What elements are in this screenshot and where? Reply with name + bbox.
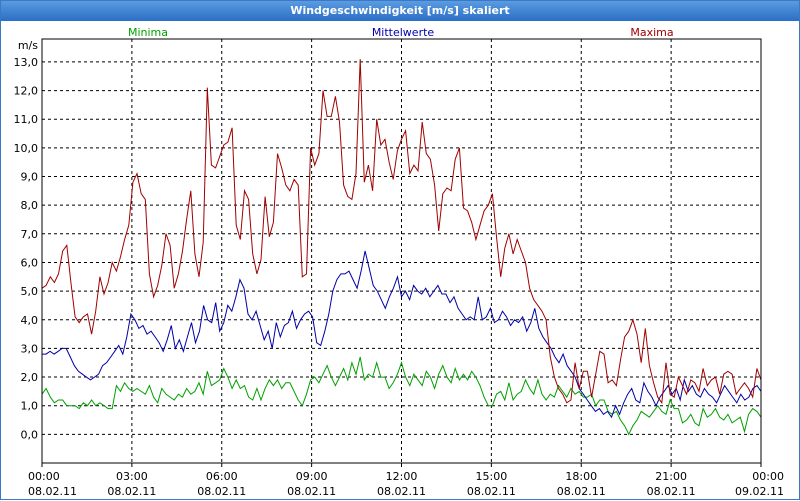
x-tick-date: 08.02.11 <box>647 485 696 498</box>
x-tick-time: 06:00 <box>206 470 238 483</box>
x-tick-time: 00:00 <box>752 470 784 483</box>
legend-mittelwerte: Mittelwerte <box>372 26 435 39</box>
axes: 0,0 1,0 2,0 3,0 4,0 5,0 6,0 7,0 8,0 9,0 10,0 11,0 12… <box>14 38 784 498</box>
y-tick-label: 2,0 <box>21 371 39 384</box>
chart-title: Windgeschwindigkeit [m/s] skaliert <box>1 1 799 21</box>
y-tick-label: 4,0 <box>21 314 39 327</box>
x-tick-time: 21:00 <box>655 470 687 483</box>
y-tick-label: 13,0 <box>14 56 39 69</box>
series-lines <box>41 59 762 436</box>
x-tick-time: 00:00 <box>28 470 60 483</box>
legend-maxima: Maxima <box>630 26 673 39</box>
series-line-mittelwerte <box>42 250 762 419</box>
y-tick-label: 7,0 <box>21 228 39 241</box>
y-tick-label: 8,0 <box>21 199 39 212</box>
y-tick-label: 11,0 <box>14 113 39 126</box>
y-tick-label: 9,0 <box>21 171 39 184</box>
legend-minima: Minima <box>128 26 168 39</box>
y-tick-label: 10,0 <box>14 142 39 155</box>
legend: Minima Mittelwerte Maxima <box>128 26 674 39</box>
y-tick-label: 6,0 <box>21 256 39 269</box>
x-tick-time: 15:00 <box>476 470 508 483</box>
y-tick-label: 1,0 <box>21 400 39 413</box>
x-tick-date: 09.02.11 <box>735 485 784 498</box>
y-tick-label: 3,0 <box>21 342 39 355</box>
x-tick-date: 08.02.11 <box>287 485 336 498</box>
y-tick-label: 0,0 <box>21 428 39 441</box>
series-line-minima <box>41 356 762 436</box>
x-tick-time: 03:00 <box>116 470 148 483</box>
x-tick-date: 08.02.11 <box>377 485 426 498</box>
plot-frame <box>41 38 762 464</box>
y-axis-label: m/s <box>18 39 38 52</box>
x-tick-date: 08.02.11 <box>197 485 246 498</box>
y-tick-label: 5,0 <box>21 285 39 298</box>
x-tick-time: 09:00 <box>296 470 328 483</box>
x-tick-time: 12:00 <box>386 470 418 483</box>
x-tick-date: 08.02.11 <box>28 485 77 498</box>
x-tick-date: 08.02.11 <box>467 485 516 498</box>
x-tick-time: 18:00 <box>565 470 597 483</box>
x-tick-date: 08.02.11 <box>107 485 156 498</box>
series-line-maxima <box>41 59 762 405</box>
y-tick-label: 12,0 <box>14 85 39 98</box>
x-tick-date: 08.02.11 <box>557 485 606 498</box>
